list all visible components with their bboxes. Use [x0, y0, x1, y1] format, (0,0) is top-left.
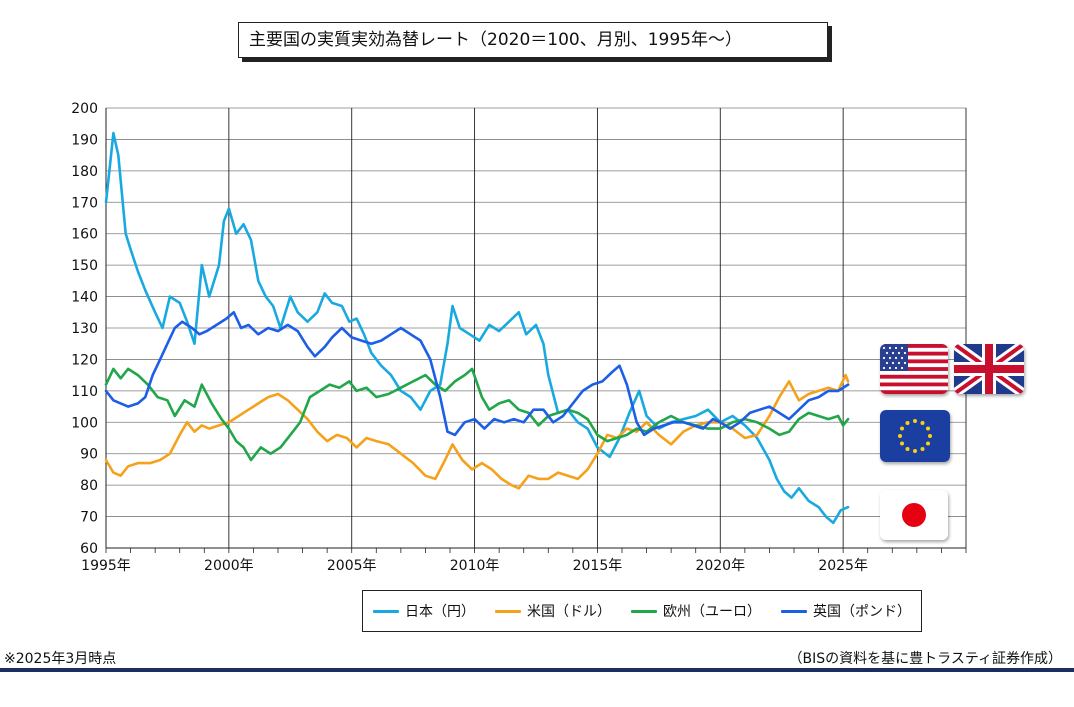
y-tick-label: 200 [71, 101, 98, 117]
x-tick-label: 2020年 [695, 558, 745, 574]
legend-swatch-gbp [781, 609, 807, 613]
y-tick-label: 60 [80, 541, 98, 557]
chart-legend: 日本（円） 米国（ドル） 欧州（ユーロ） 英国（ポンド） [362, 590, 922, 632]
source-note: （BISの資料を基に豊トラスティ証券作成） [788, 651, 1063, 667]
line-chart: 60 70 80 90 100 110 120 130 140 150 160 170 180 190 20… [71, 101, 967, 574]
x-tick-label: 2025年 [818, 558, 868, 574]
y-tick-label: 90 [80, 447, 98, 463]
japan-flag-icon [880, 490, 948, 540]
legend-swatch-usd [495, 609, 521, 613]
y-tick-label: 120 [71, 352, 98, 368]
y-tick-label: 160 [71, 227, 98, 243]
x-tick-label: 2000年 [204, 558, 254, 574]
legend-label-eur: 欧州（ユーロ） [663, 604, 761, 620]
y-tick-label: 140 [71, 290, 98, 306]
uk-flag-icon [954, 344, 1024, 394]
y-tick-label: 150 [71, 258, 98, 274]
legend-item-gbp: 英国（ポンド） [781, 601, 911, 621]
x-tick-label: 2015年 [573, 558, 623, 574]
x-tick-label: 2005年 [327, 558, 377, 574]
legend-item-usd: 米国（ドル） [495, 601, 611, 621]
us-flag-icon [880, 344, 948, 394]
y-tick-label: 70 [80, 510, 98, 526]
legend-item-jpy: 日本（円） [373, 601, 475, 621]
y-tick-label: 100 [71, 415, 98, 431]
chart-title: 主要国の実質実効為替レート（2020＝100、月別、1995年～） [238, 22, 828, 58]
bottom-rule [0, 668, 1074, 672]
legend-item-eur: 欧州（ユーロ） [631, 601, 761, 621]
x-tick-label: 1995年 [81, 558, 131, 574]
y-tick-label: 180 [71, 164, 98, 180]
legend-swatch-jpy [373, 609, 399, 613]
eu-flag-icon [880, 410, 950, 462]
y-tick-label: 110 [71, 384, 98, 400]
y-tick-label: 130 [71, 321, 98, 337]
legend-label-jpy: 日本（円） [405, 604, 475, 620]
footnote-date: ※2025年3月時点 [4, 651, 117, 667]
y-tick-label: 80 [80, 478, 98, 494]
y-tick-label: 170 [71, 195, 98, 211]
series-line-gbp [104, 311, 850, 437]
legend-swatch-eur [631, 609, 657, 613]
y-tick-label: 190 [71, 132, 98, 148]
series-line-eur [104, 367, 850, 462]
legend-label-usd: 米国（ドル） [527, 604, 611, 620]
legend-label-gbp: 英国（ポンド） [813, 604, 911, 620]
x-tick-label: 2010年 [450, 558, 500, 574]
